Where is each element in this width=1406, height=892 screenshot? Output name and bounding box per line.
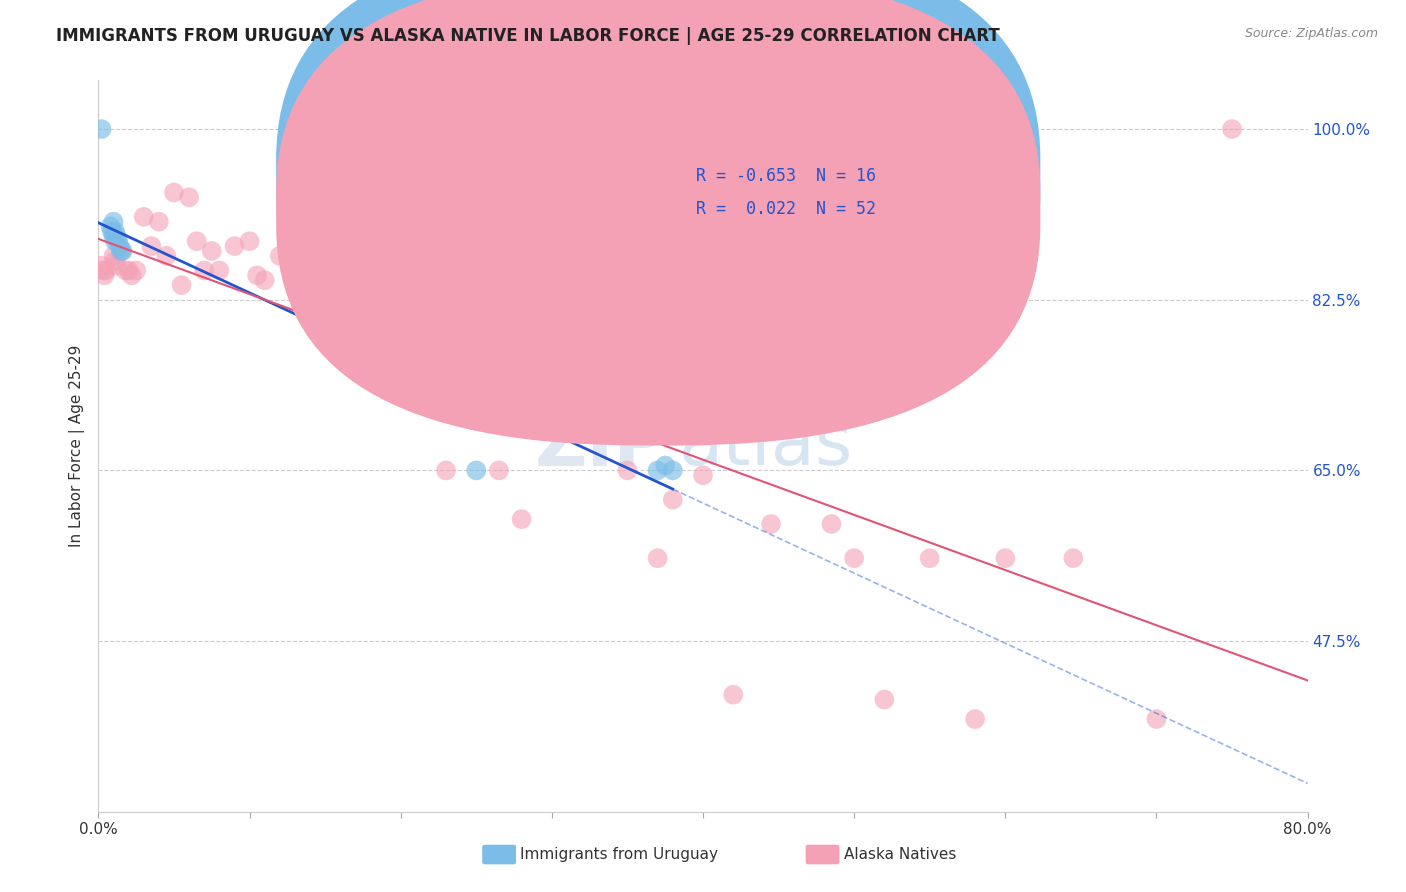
Point <box>105 229 128 244</box>
Text: Immigrants from Uruguay: Immigrants from Uruguay <box>520 847 718 862</box>
Point <box>965 712 987 726</box>
Text: IMMIGRANTS FROM URUGUAY VS ALASKA NATIVE IN LABOR FORCE | AGE 25-29 CORRELATION : IMMIGRANTS FROM URUGUAY VS ALASKA NATIVE… <box>56 27 1000 45</box>
Text: R = -0.653  N = 16: R = -0.653 N = 16 <box>696 167 876 185</box>
Point <box>163 186 186 200</box>
Point <box>208 263 231 277</box>
Point <box>1220 122 1243 136</box>
Text: R =  0.022  N = 52: R = 0.022 N = 52 <box>696 200 876 218</box>
Point <box>104 253 127 268</box>
Point <box>1144 712 1167 726</box>
Point <box>344 263 367 277</box>
Point <box>510 512 533 526</box>
Point <box>873 692 896 706</box>
Point <box>224 239 246 253</box>
Point <box>107 234 129 248</box>
Point <box>246 268 269 283</box>
Point <box>193 263 215 277</box>
Point <box>91 263 114 277</box>
Point <box>186 234 208 248</box>
Point <box>93 268 115 283</box>
Point <box>101 224 124 238</box>
Point <box>170 278 193 293</box>
Point <box>179 190 201 204</box>
Point <box>201 244 224 258</box>
Point <box>1062 551 1084 566</box>
Point <box>125 263 148 277</box>
Point <box>148 215 170 229</box>
Point <box>132 210 155 224</box>
Point <box>918 551 941 566</box>
Point <box>105 259 128 273</box>
Point <box>100 219 122 234</box>
FancyBboxPatch shape <box>276 0 1040 445</box>
Point <box>94 263 117 277</box>
Point <box>121 268 143 283</box>
FancyBboxPatch shape <box>276 0 1040 413</box>
Text: Alaska Natives: Alaska Natives <box>844 847 956 862</box>
Point <box>111 244 134 258</box>
Point <box>141 239 163 253</box>
Point <box>540 332 562 346</box>
Point <box>253 273 276 287</box>
Point <box>661 463 683 477</box>
Point <box>488 463 510 477</box>
Point <box>820 516 842 531</box>
Point <box>692 468 714 483</box>
Point <box>723 688 745 702</box>
Point <box>844 551 866 566</box>
Text: ZIP: ZIP <box>534 411 666 481</box>
Point <box>389 253 412 268</box>
Point <box>155 249 177 263</box>
Point <box>104 234 127 248</box>
FancyBboxPatch shape <box>613 124 932 237</box>
Point <box>103 229 125 244</box>
Point <box>759 516 782 531</box>
Text: Source: ZipAtlas.com: Source: ZipAtlas.com <box>1244 27 1378 40</box>
Point <box>239 234 262 248</box>
Point <box>434 463 457 477</box>
Point <box>103 249 125 263</box>
Point <box>616 463 638 477</box>
Point <box>90 259 112 273</box>
Point <box>104 224 127 238</box>
Point <box>994 551 1017 566</box>
Point <box>661 492 683 507</box>
Point <box>654 458 676 473</box>
Text: atlas: atlas <box>679 411 853 481</box>
Point <box>90 122 112 136</box>
Point <box>647 551 669 566</box>
Point <box>114 263 136 277</box>
Point <box>110 244 132 258</box>
Point <box>647 463 669 477</box>
Y-axis label: In Labor Force | Age 25-29: In Labor Force | Age 25-29 <box>69 345 84 547</box>
Point <box>108 239 131 253</box>
Point <box>110 244 132 258</box>
Point <box>269 249 291 263</box>
Point <box>465 463 488 477</box>
Point <box>412 234 434 248</box>
Point <box>284 259 307 273</box>
Point <box>103 215 125 229</box>
Point <box>465 263 488 277</box>
Point <box>118 263 141 277</box>
